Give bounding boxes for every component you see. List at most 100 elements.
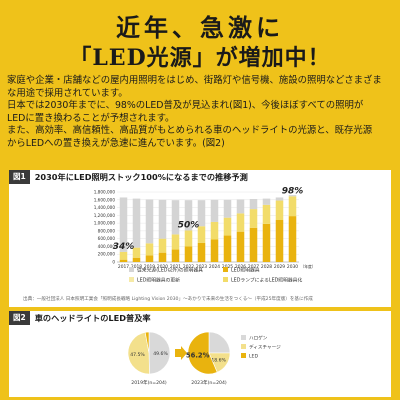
- bar-segment-2020-series-0: [158, 252, 167, 262]
- y-tick-label: 1,600,000: [94, 197, 116, 202]
- bar-segment-2025-series-2: [223, 199, 232, 218]
- pie-0-label-0: 49.6%: [153, 351, 168, 357]
- x-tick-label: 2028: [261, 264, 272, 270]
- bar-segment-2021-series-0: [171, 249, 180, 262]
- y-tick-label: 600,000: [98, 236, 116, 241]
- paragraph-2-line-2: LEDに置き換わることが予想されます。: [7, 112, 175, 124]
- intro-text: 家庭や企業・店舗などの屋内用照明をはじめ、街路灯や信号機、施設の照明などさまざま…: [7, 75, 397, 151]
- x-tick-label: 2024: [209, 264, 220, 270]
- x-tick-label: 2017: [118, 264, 129, 270]
- pie-legend-label-0: ハロゲン: [249, 335, 268, 342]
- pie-0-slice-2: [144, 331, 150, 354]
- legend-label-1: LED照明器具: [231, 268, 260, 274]
- headline-line-1: 近年、急激に: [116, 13, 284, 42]
- bar-segment-2026-series-0: [236, 231, 245, 262]
- bar-segment-2023-series-0: [197, 242, 206, 262]
- figure-2-header: 図2 車のヘッドライトのLED普及率: [9, 311, 151, 325]
- bar-segment-2028-series-2: [262, 198, 271, 205]
- pie-legend-swatch-2: [241, 353, 246, 358]
- paragraph-3-line-2: からLEDへの置き換えが急速に進んでいます。(図2): [7, 137, 225, 149]
- annotation-50%: 50%: [178, 221, 200, 231]
- y-tick-label: 1,000,000: [94, 221, 116, 226]
- bar-segment-2023-series-1: [197, 226, 206, 243]
- bar-segment-2029-series-2: [275, 197, 284, 201]
- bar-segment-2024-series-2: [210, 199, 219, 222]
- bar-segment-2029-series-1: [275, 200, 284, 220]
- bar-segment-2021-series-1: [171, 234, 180, 250]
- x-tick-label: 2021: [170, 264, 181, 270]
- y-tick-label: 200,000: [98, 252, 116, 257]
- pie-legend-swatch-0: [241, 335, 246, 340]
- x-tick-label: 2020: [157, 264, 168, 270]
- bar-segment-2017-series-1: [119, 251, 128, 260]
- bar-segment-2026-series-1: [236, 213, 245, 232]
- bar-segment-2027-series-1: [249, 209, 258, 228]
- legend-swatch-3: [223, 277, 228, 282]
- bar-segment-2020-series-2: [158, 199, 167, 239]
- annotation-34%: 34%: [113, 242, 135, 252]
- pie-legend-swatch-1: [241, 344, 246, 349]
- y-tick-label: 400,000: [98, 244, 116, 249]
- legend-swatch-2: [129, 277, 134, 282]
- x-tick-label: 2027: [248, 264, 259, 270]
- headlight-led-pie-charts: 49.6% 47.5% 2019年(n=204) 18.6%56.2% 2023年(n=…: [127, 331, 281, 386]
- pie-legend-label-1: ディスチャージ: [249, 344, 281, 351]
- bar-segment-2022-series-0: [184, 246, 193, 262]
- bar-segment-2019-series-0: [145, 255, 154, 262]
- y-tick-label: 1,200,000: [94, 213, 116, 218]
- bar-segment-2020-series-1: [158, 238, 167, 253]
- x-tick-label: 2023: [196, 264, 207, 270]
- legend-swatch-1: [223, 267, 228, 272]
- bar-segment-2022-series-1: [184, 230, 193, 247]
- bar-segment-2027-series-2: [249, 199, 258, 210]
- paragraph-2-line-1: 日本では2030年までに、98%のLED普及が見込まれ(図1)、今後ほぼすべての…: [7, 100, 364, 112]
- y-tick-label: 800,000: [98, 228, 116, 233]
- figure-1-source-note: 出典：一般社団法人 日本照明工業会「照明成長戦略 Lighting Vision…: [23, 297, 313, 302]
- x-axis-unit: （年度）: [300, 264, 315, 269]
- annotation-98%: 98%: [282, 186, 304, 196]
- legend-swatch-0: [129, 267, 134, 272]
- pie-0-slice-1: [127, 331, 150, 375]
- bar-segment-2018-series-1: [132, 247, 141, 258]
- legend-label-2: LED照明器具の更新: [137, 277, 180, 284]
- figure-1-tag: 図1: [9, 170, 30, 184]
- bar-segment-2029-series-0: [275, 220, 284, 262]
- pie-1-caption: 2023年(n=204): [191, 379, 227, 386]
- figure-1-title: 2030年にLED照明ストック100%になるまでの推移予測: [34, 172, 248, 182]
- x-tick-label: 2022: [183, 264, 194, 270]
- y-tick-label: 0: [112, 260, 115, 265]
- legend-label-3: LEDランプによるLED照明器具化: [231, 277, 302, 284]
- led-stock-bar-chart: 0 200,000 400,000 600,000 800,000 1,000,000 1,…: [94, 186, 316, 284]
- y-tick-label: 1,400,000: [94, 205, 116, 210]
- figure-2-tag: 図2: [9, 311, 30, 325]
- paragraph-1-line-2: な用途で採用されています。: [7, 87, 128, 99]
- arrow-icon: [175, 346, 187, 360]
- bar-segment-2017-series-2: [119, 197, 128, 252]
- figure-1-card: 図1 2030年にLED照明ストック100%になるまでの推移予測 0 200,00…: [9, 170, 391, 307]
- pie-1-slice-2: [187, 331, 218, 375]
- x-tick-label: 2026: [235, 264, 246, 270]
- bar-segment-2027-series-0: [249, 227, 258, 262]
- bar-segment-2030-series-2: [288, 195, 297, 197]
- bar-segment-2019-series-1: [145, 243, 154, 256]
- paragraph-1-line-1: 家庭や企業・店舗などの屋内用照明をはじめ、街路灯や信号機、施設の照明などさまざま: [7, 75, 382, 86]
- bar-segment-2018-series-2: [132, 198, 141, 248]
- legend-label-0: 従来光源(LED以外)の照明器具: [137, 267, 203, 274]
- bar-segment-2017-series-0: [119, 259, 128, 262]
- bar-segment-2026-series-2: [236, 199, 245, 214]
- pie-legend-label-2: LED: [249, 354, 258, 360]
- bar-segment-2030-series-1: [288, 196, 297, 217]
- figure-2-title: 車のヘッドライトのLED普及率: [34, 313, 151, 323]
- pie-0-slice-0: [148, 331, 171, 375]
- pie-1-label-1: 18.6%: [211, 357, 226, 363]
- bar-segment-2028-series-1: [262, 204, 271, 224]
- bar-segment-2030-series-0: [288, 216, 297, 262]
- bar-segment-2024-series-0: [210, 239, 219, 262]
- paragraph-3-line-1: また、高効率、高信頼性、高品質がもとめられる車のヘッドライトの光源と、既存光源: [7, 125, 373, 137]
- pie-0-caption: 2019年(n=204): [131, 379, 167, 386]
- bar-segment-2025-series-1: [223, 217, 232, 236]
- bar-segment-2023-series-2: [197, 200, 206, 227]
- pie-0-label-1: 47.5%: [130, 352, 145, 358]
- bar-segment-2022-series-2: [184, 200, 193, 231]
- pie-1-label-2: 56.2%: [186, 351, 210, 359]
